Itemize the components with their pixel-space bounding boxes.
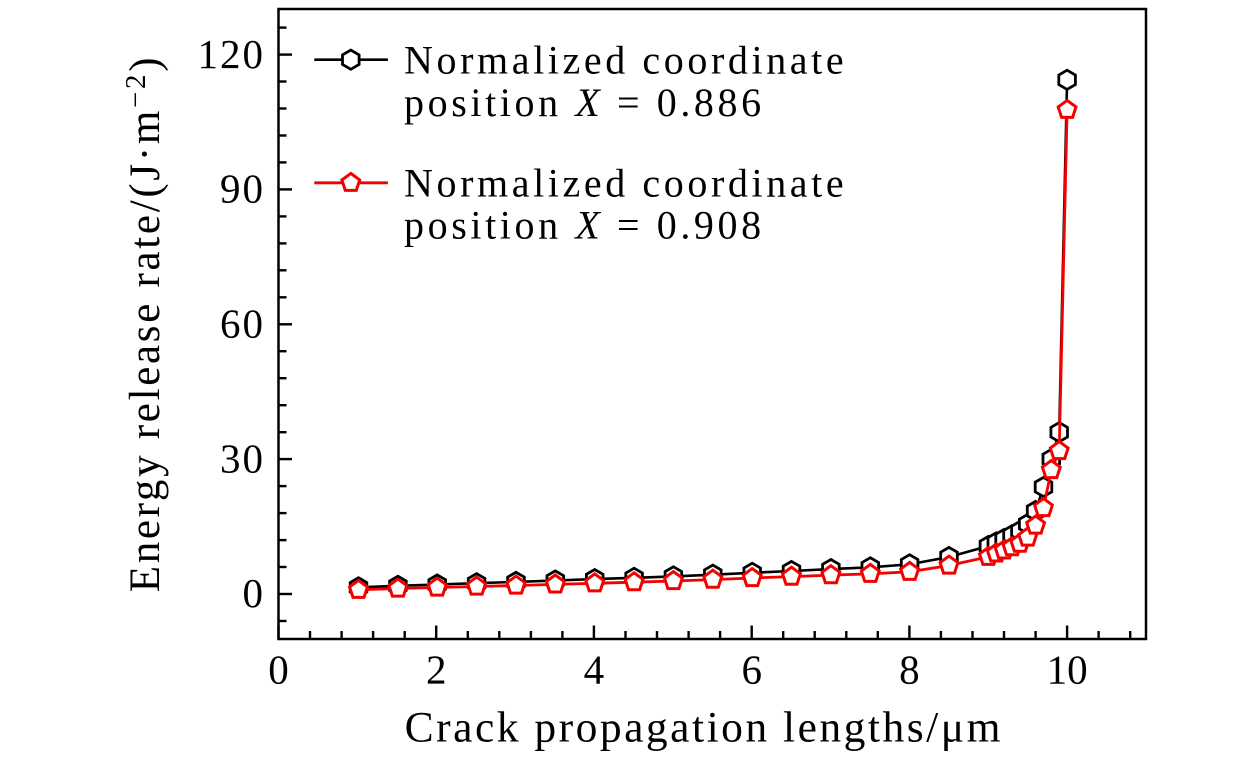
svg-text:Crack propagation lengths/μm: Crack propagation lengths/μm [405,704,1003,752]
svg-text:120: 120 [198,31,266,77]
svg-text:8: 8 [899,647,920,693]
svg-text:90: 90 [220,166,265,212]
svg-text:0: 0 [243,570,266,616]
svg-text:Energy release rate/(J·m−2): Energy release rate/(J·m−2) [120,55,169,593]
svg-text:position X = 0.908: position X = 0.908 [404,203,765,248]
svg-text:Normalized coordinate: Normalized coordinate [404,38,847,83]
svg-text:4: 4 [584,647,605,693]
svg-text:0: 0 [268,647,289,693]
svg-text:30: 30 [220,435,265,481]
svg-text:position X = 0.886: position X = 0.886 [404,80,765,125]
svg-text:60: 60 [220,301,265,347]
svg-text:Normalized coordinate: Normalized coordinate [404,160,847,205]
svg-text:6: 6 [741,647,762,693]
svg-text:10: 10 [1047,647,1088,693]
svg-text:2: 2 [426,647,447,693]
